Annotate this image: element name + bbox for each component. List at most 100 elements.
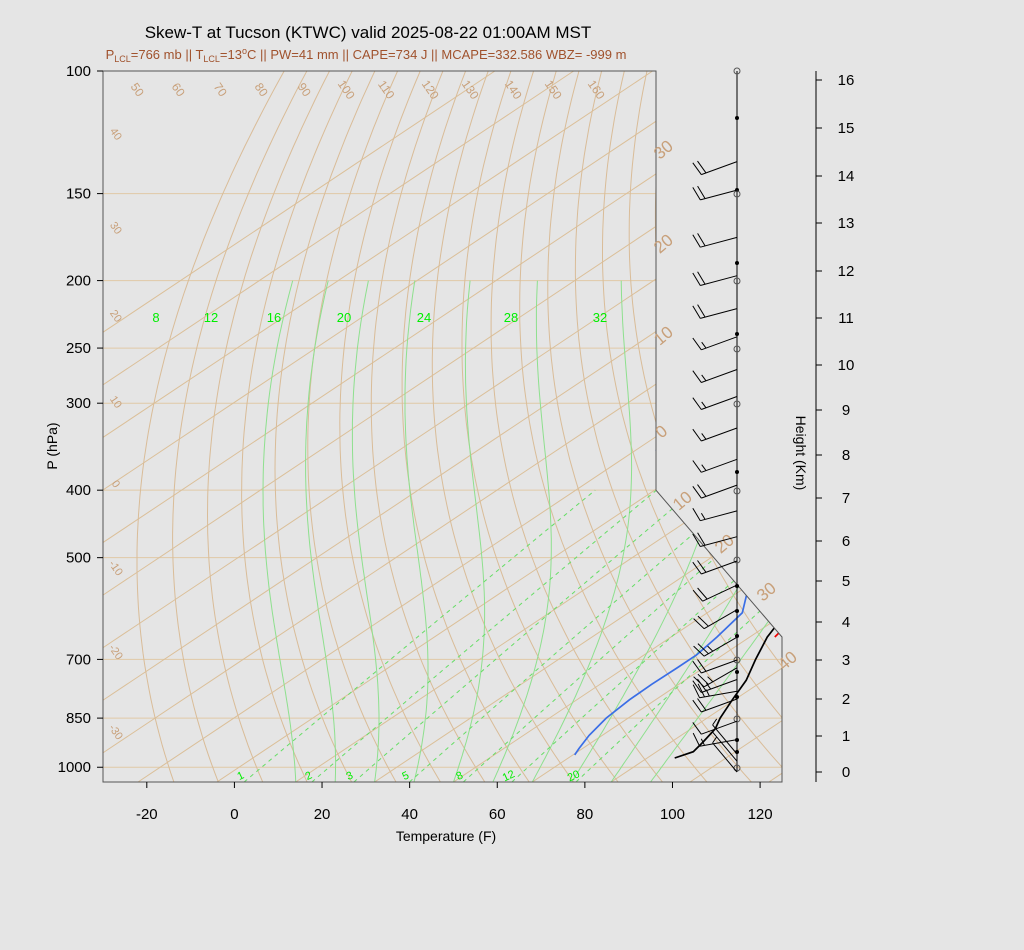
wind-barb [692, 336, 738, 351]
height-tick-label: 6 [842, 533, 850, 550]
wind-barb [692, 271, 738, 286]
height-tick-label: 16 [838, 72, 855, 89]
height-tick-label: 2 [842, 691, 850, 708]
wind-barb [712, 736, 738, 773]
wind-marker-dot [735, 470, 739, 474]
dry-adiabat-line [274, 71, 376, 782]
isotherm-line [103, 71, 574, 782]
wind-barb [692, 396, 738, 410]
isotherm-line [374, 71, 782, 782]
wind-barb [693, 667, 738, 688]
isotherm-line [532, 71, 782, 782]
mixing-ratio-top-label: 16 [267, 310, 281, 325]
y-tick-label: 150 [66, 186, 91, 203]
wind-barb [712, 718, 738, 755]
mixing-ratio-line [462, 489, 782, 782]
dry-adiabat-line [339, 71, 441, 782]
moist-adiabat-line [262, 280, 297, 782]
mixing-ratio-bottom-label: 5 [400, 770, 411, 783]
mixing-ratio-line [311, 489, 657, 782]
height-tick-label: 8 [842, 447, 850, 464]
moist-adiabat-label: 10 [107, 394, 124, 411]
isotherm-label: 20 [711, 530, 738, 557]
wind-barb [692, 584, 738, 602]
y-tick-label: 850 [66, 710, 91, 727]
mixing-ratio-line [575, 489, 782, 782]
wind-marker-circle [733, 487, 741, 495]
height-tick-label: 12 [838, 263, 855, 280]
height-tick-label: 15 [838, 120, 855, 137]
height-tick-label: 0 [842, 764, 850, 781]
height-tick-label: 10 [838, 357, 855, 374]
dry-adiabat-line [136, 71, 285, 782]
moist-adiabat-line [351, 280, 380, 782]
height-tick-label: 7 [842, 490, 850, 507]
wind-marker-circle [733, 715, 741, 723]
y-tick-label: 700 [66, 651, 91, 668]
x-tick-label: 0 [230, 806, 238, 823]
wind-barb [692, 304, 738, 319]
x-tick-label: 60 [489, 806, 506, 823]
wind-barb [692, 427, 738, 442]
moist-adiabat-label: 0 [109, 478, 122, 490]
wind-barb [692, 160, 738, 176]
moist-adiabat-line [404, 280, 429, 782]
x-tick-label: 120 [748, 806, 773, 823]
mixing-ratio-top-label: 32 [593, 310, 607, 325]
series-parcel-line [774, 279, 782, 638]
mixing-ratio-top-label: 8 [152, 310, 159, 325]
wind-barb [692, 484, 738, 499]
isotherm-line [103, 71, 782, 782]
dry-adiabat-line [206, 71, 330, 782]
mixing-ratio-bottom-label: 1 [235, 770, 246, 783]
moist-adiabat-line [531, 280, 633, 782]
isotherm-line [295, 71, 782, 782]
wind-marker-dot [735, 332, 739, 336]
mixing-ratio-bottom-label: 20 [566, 768, 582, 784]
y-tick-label: 1000 [58, 759, 91, 776]
moist-adiabat-line [650, 280, 782, 782]
mixing-ratio-line [409, 489, 745, 782]
y-axis-label: P (hPa) [44, 422, 60, 469]
wind-barb [692, 369, 738, 383]
mixing-ratio-bottom-label: 2 [303, 770, 314, 783]
isotherm-line [453, 71, 782, 782]
wind-barb [692, 678, 738, 693]
moist-adiabat-line [453, 280, 486, 782]
series-dewpoint-line [573, 71, 782, 756]
series-temperature-line [674, 71, 782, 759]
isotherm-line [103, 71, 653, 782]
wind-marker-dot [735, 584, 739, 588]
height-tick-label: 14 [838, 168, 855, 185]
plot-area [103, 71, 782, 782]
mixing-ratio-top-label: 12 [204, 310, 218, 325]
x-tick-label: -20 [136, 806, 158, 823]
height-tick-label: 5 [842, 573, 850, 590]
dry-adiabat-line [307, 71, 399, 782]
moist-adiabat-line [610, 280, 782, 782]
height-tick-label: 9 [842, 402, 850, 419]
mcape-value: 332.586 [495, 47, 542, 62]
x-axis-label: Temperature (F) [396, 828, 496, 844]
wind-marker-circle [733, 556, 741, 564]
mixing-ratio-line [511, 489, 782, 782]
pw-value: 41 mm [299, 47, 339, 62]
x-tick-label: 40 [401, 806, 418, 823]
dry-adiabat-line [461, 71, 619, 782]
wind-barb [692, 683, 738, 699]
mixing-ratio-bottom-label: 8 [454, 770, 465, 783]
wind-marker-circle [733, 656, 741, 664]
wind-barb [692, 458, 738, 473]
height-tick-label: 3 [842, 652, 850, 669]
cape-value: 734 J [396, 47, 428, 62]
y-tick-label: 100 [66, 63, 91, 80]
y-tick-label: 200 [66, 273, 91, 290]
mixing-ratio-line [243, 489, 596, 782]
height-tick-label: 11 [838, 310, 854, 327]
y-tick-label: 500 [66, 550, 91, 567]
wind-barb [692, 185, 738, 201]
moist-adiabat-line [305, 280, 337, 782]
wind-barb [692, 507, 738, 522]
wind-barb [692, 732, 738, 747]
